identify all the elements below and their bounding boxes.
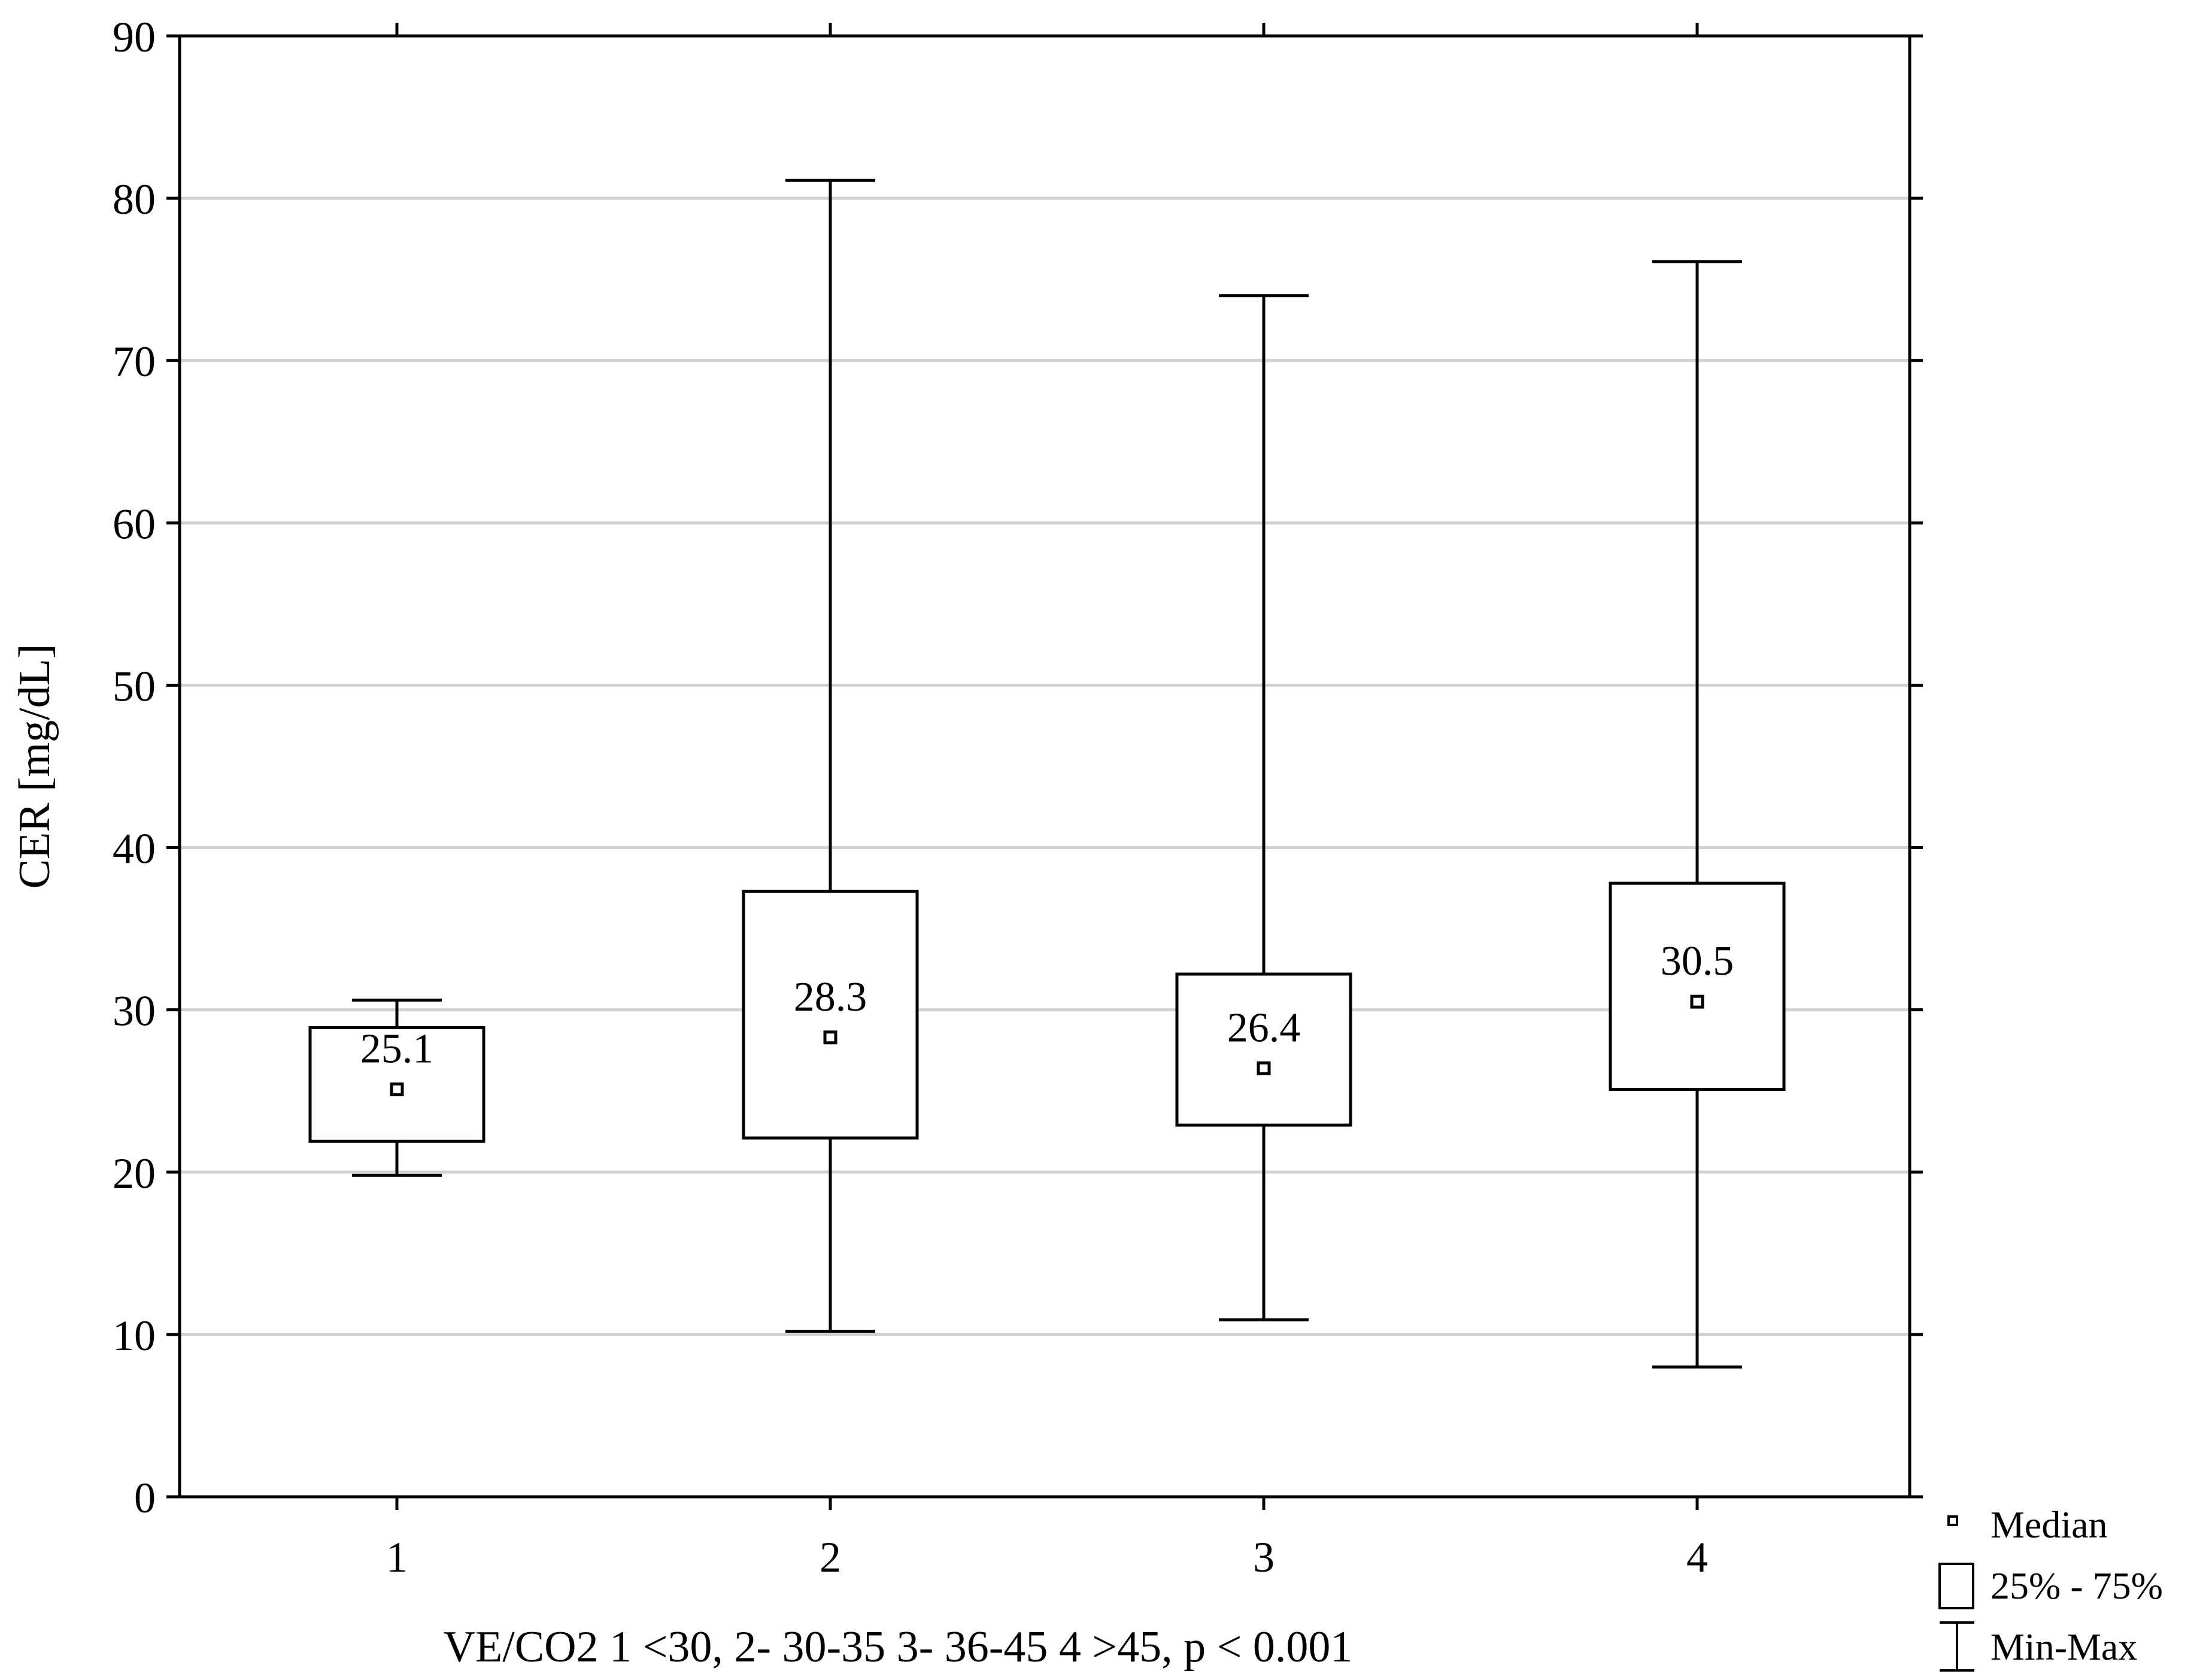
legend: Median 25% - 75% Min-Max <box>1938 1503 2163 1672</box>
y-tick-label-50: 50 <box>113 662 156 710</box>
iqr-box-2 <box>742 890 919 1140</box>
y-tick-label-30: 30 <box>113 987 156 1035</box>
x-tick-label-2: 2 <box>820 1533 841 1581</box>
iqr-box-4 <box>1609 881 1786 1091</box>
y-tick-label-90: 90 <box>113 13 156 61</box>
y-tick-label-40: 40 <box>113 825 156 873</box>
legend-box-label: 25% - 75% <box>1991 1564 2163 1607</box>
median-marker-3 <box>1257 1061 1271 1075</box>
x-tick-label-3: 3 <box>1253 1533 1275 1581</box>
x-axis-label: VE/CO2 1 <30, 2- 30-35 3- 36-45 4 >45, p… <box>444 1623 1353 1672</box>
median-marker-4 <box>1690 994 1704 1009</box>
legend-whisker-marker <box>1940 1621 1974 1672</box>
plot-frame <box>178 34 1911 1499</box>
y-tick-label-60: 60 <box>113 500 156 548</box>
legend-median-label: Median <box>1991 1503 2108 1546</box>
y-tick-label-10: 10 <box>113 1312 156 1360</box>
legend-median-marker <box>1947 1515 1958 1526</box>
y-tick-label-0: 0 <box>134 1474 156 1522</box>
legend-whisker-label: Min-Max <box>1991 1626 2137 1668</box>
legend-box-marker <box>1938 1563 1974 1609</box>
grid-lines <box>180 196 1910 1336</box>
median-label-4: 30.5 <box>1661 938 1734 984</box>
y-tick-label-70: 70 <box>113 338 156 386</box>
y-axis: 0 10 20 30 40 50 60 70 80 90 <box>113 13 1923 1522</box>
median-marker-2 <box>823 1030 838 1045</box>
x-tick-label-4: 4 <box>1686 1533 1708 1581</box>
median-label-3: 26.4 <box>1227 1005 1301 1051</box>
iqr-box-3 <box>1175 972 1352 1127</box>
median-marker-1 <box>390 1082 404 1097</box>
median-label-1: 25.1 <box>360 1026 434 1072</box>
x-tick-label-1: 1 <box>386 1533 408 1581</box>
box-3: 26.4 <box>1175 294 1352 1321</box>
box-4: 30.5 <box>1609 260 1786 1369</box>
box-1: 25.1 <box>308 998 486 1177</box>
y-axis-label: CER [mg/dL] <box>10 644 59 888</box>
x-axis: 1 2 3 4 <box>386 23 1708 1581</box>
median-label-2: 28.3 <box>794 974 867 1020</box>
y-tick-label-20: 20 <box>113 1150 156 1197</box>
box-2: 28.3 <box>742 178 919 1333</box>
box-series: 25.1 28.3 26.4 30.5 <box>308 178 1786 1369</box>
y-tick-label-80: 80 <box>113 175 156 223</box>
